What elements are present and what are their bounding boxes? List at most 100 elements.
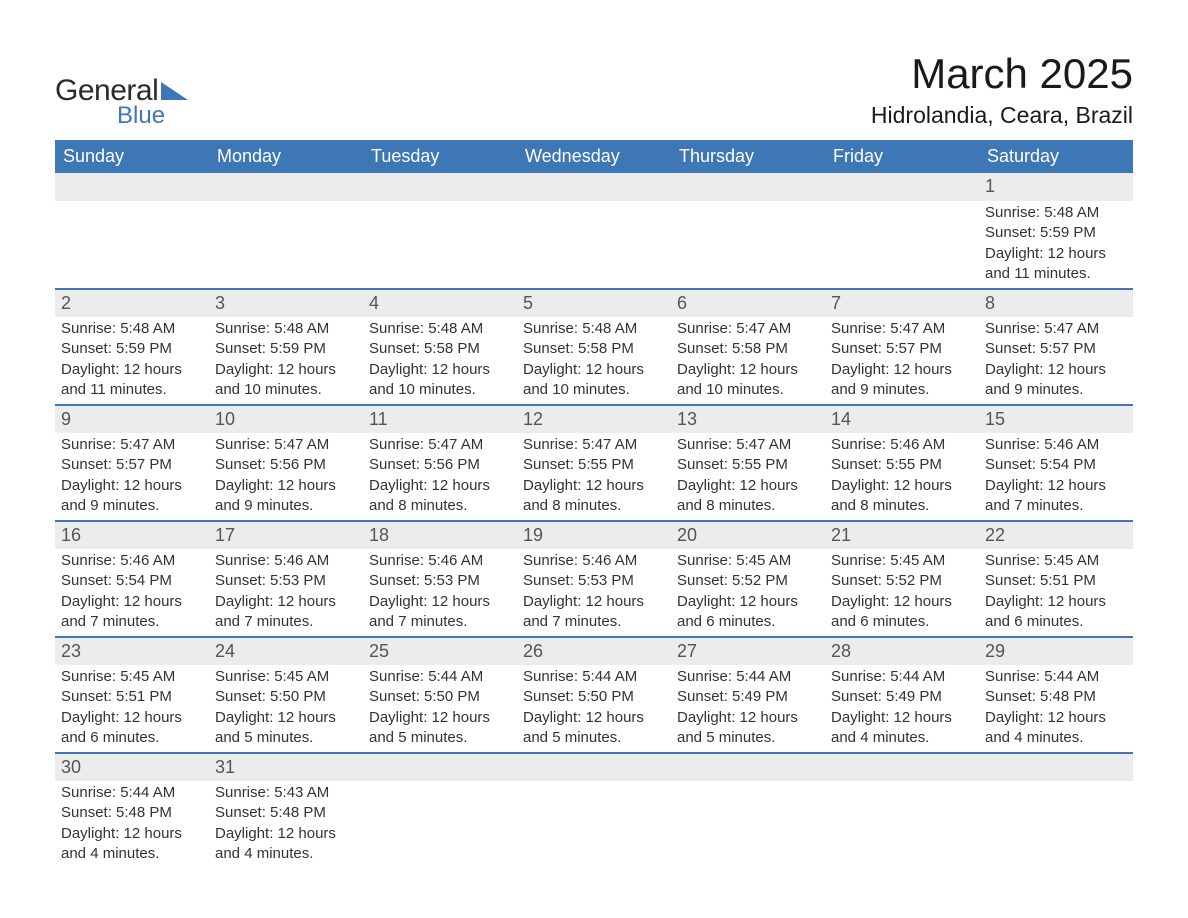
day-detail-line: Sunrise: 5:47 AM	[523, 435, 665, 455]
day-detail-line: Daylight: 12 hours	[61, 476, 203, 496]
day-detail-line: Daylight: 12 hours	[215, 824, 357, 844]
day-detail-cell: Sunrise: 5:46 AMSunset: 5:53 PMDaylight:…	[209, 549, 363, 637]
day-detail-line: and 7 minutes.	[369, 612, 511, 632]
day-detail-line: Daylight: 12 hours	[831, 360, 973, 380]
day-detail-cell: Sunrise: 5:45 AMSunset: 5:52 PMDaylight:…	[825, 549, 979, 637]
day-number-cell: 24	[209, 637, 363, 665]
day-detail-line: Sunset: 5:55 PM	[677, 455, 819, 475]
day-detail-cell: Sunrise: 5:46 AMSunset: 5:55 PMDaylight:…	[825, 433, 979, 521]
day-detail-line: Sunrise: 5:46 AM	[61, 551, 203, 571]
day-detail-cell	[517, 201, 671, 289]
day-detail-cell: Sunrise: 5:46 AMSunset: 5:53 PMDaylight:…	[363, 549, 517, 637]
day-number-row: 23242526272829	[55, 637, 1133, 665]
day-detail-line: and 7 minutes.	[985, 496, 1127, 516]
day-detail-line: and 8 minutes.	[831, 496, 973, 516]
day-number-row: 3031	[55, 753, 1133, 781]
day-detail-line: Sunrise: 5:45 AM	[985, 551, 1127, 571]
day-detail-line: Daylight: 12 hours	[985, 708, 1127, 728]
day-detail-cell	[979, 781, 1133, 868]
day-detail-line: Sunrise: 5:44 AM	[61, 783, 203, 803]
day-detail-cell	[671, 201, 825, 289]
day-number-cell: 31	[209, 753, 363, 781]
day-detail-line: Daylight: 12 hours	[523, 592, 665, 612]
day-detail-line: Sunset: 5:51 PM	[985, 571, 1127, 591]
day-detail-line: Sunset: 5:50 PM	[215, 687, 357, 707]
day-detail-cell: Sunrise: 5:48 AMSunset: 5:59 PMDaylight:…	[55, 317, 209, 405]
day-detail-cell	[55, 201, 209, 289]
day-number-cell	[209, 173, 363, 201]
day-detail-line: Daylight: 12 hours	[677, 708, 819, 728]
day-detail-cell: Sunrise: 5:43 AMSunset: 5:48 PMDaylight:…	[209, 781, 363, 868]
day-detail-cell: Sunrise: 5:48 AMSunset: 5:58 PMDaylight:…	[363, 317, 517, 405]
day-detail-cell: Sunrise: 5:45 AMSunset: 5:50 PMDaylight:…	[209, 665, 363, 753]
weekday-header: Friday	[825, 140, 979, 173]
day-detail-line: Daylight: 12 hours	[369, 708, 511, 728]
day-detail-line: Sunset: 5:49 PM	[831, 687, 973, 707]
day-detail-cell: Sunrise: 5:47 AMSunset: 5:55 PMDaylight:…	[517, 433, 671, 521]
day-detail-line: and 7 minutes.	[523, 612, 665, 632]
weekday-header: Monday	[209, 140, 363, 173]
day-detail-cell	[209, 201, 363, 289]
day-detail-cell: Sunrise: 5:46 AMSunset: 5:53 PMDaylight:…	[517, 549, 671, 637]
day-detail-cell	[363, 781, 517, 868]
day-detail-cell: Sunrise: 5:46 AMSunset: 5:54 PMDaylight:…	[979, 433, 1133, 521]
day-detail-line: Sunset: 5:48 PM	[215, 803, 357, 823]
day-detail-line: Sunset: 5:49 PM	[677, 687, 819, 707]
day-number-cell: 16	[55, 521, 209, 549]
weekday-header: Tuesday	[363, 140, 517, 173]
day-detail-line: Sunrise: 5:46 AM	[215, 551, 357, 571]
day-detail-line: Sunrise: 5:47 AM	[677, 319, 819, 339]
day-number-row: 2345678	[55, 289, 1133, 317]
day-detail-line: Sunset: 5:58 PM	[523, 339, 665, 359]
day-detail-line: and 9 minutes.	[831, 380, 973, 400]
calendar-table: Sunday Monday Tuesday Wednesday Thursday…	[55, 140, 1133, 868]
day-number-cell: 1	[979, 173, 1133, 201]
day-detail-cell: Sunrise: 5:44 AMSunset: 5:49 PMDaylight:…	[825, 665, 979, 753]
day-detail-row: Sunrise: 5:45 AMSunset: 5:51 PMDaylight:…	[55, 665, 1133, 753]
day-number-cell: 9	[55, 405, 209, 433]
day-detail-cell: Sunrise: 5:44 AMSunset: 5:50 PMDaylight:…	[363, 665, 517, 753]
day-number-cell: 18	[363, 521, 517, 549]
day-detail-line: and 4 minutes.	[831, 728, 973, 748]
day-number-cell: 14	[825, 405, 979, 433]
day-number-cell: 29	[979, 637, 1133, 665]
day-detail-line: Sunrise: 5:45 AM	[215, 667, 357, 687]
day-detail-cell: Sunrise: 5:47 AMSunset: 5:57 PMDaylight:…	[55, 433, 209, 521]
day-number-cell: 22	[979, 521, 1133, 549]
day-detail-line: Daylight: 12 hours	[677, 360, 819, 380]
day-detail-line: Sunrise: 5:47 AM	[215, 435, 357, 455]
day-detail-line: Daylight: 12 hours	[831, 708, 973, 728]
day-detail-line: Sunrise: 5:46 AM	[369, 551, 511, 571]
day-detail-line: Sunset: 5:53 PM	[369, 571, 511, 591]
day-detail-row: Sunrise: 5:44 AMSunset: 5:48 PMDaylight:…	[55, 781, 1133, 868]
day-number-cell: 28	[825, 637, 979, 665]
day-detail-line: and 11 minutes.	[985, 264, 1127, 284]
day-number-cell: 15	[979, 405, 1133, 433]
day-detail-line: and 10 minutes.	[677, 380, 819, 400]
day-detail-line: Sunset: 5:48 PM	[61, 803, 203, 823]
day-detail-line: Sunset: 5:48 PM	[985, 687, 1127, 707]
day-detail-line: and 9 minutes.	[985, 380, 1127, 400]
day-detail-line: Sunrise: 5:45 AM	[61, 667, 203, 687]
header: General Blue March 2025 Hidrolandia, Cea…	[55, 50, 1133, 130]
day-detail-cell	[671, 781, 825, 868]
day-number-row: 1	[55, 173, 1133, 201]
day-detail-cell: Sunrise: 5:47 AMSunset: 5:57 PMDaylight:…	[979, 317, 1133, 405]
day-detail-line: and 8 minutes.	[523, 496, 665, 516]
day-number-cell	[517, 753, 671, 781]
day-detail-line: Sunset: 5:57 PM	[831, 339, 973, 359]
day-detail-cell	[825, 201, 979, 289]
day-detail-line: Sunset: 5:56 PM	[369, 455, 511, 475]
day-number-row: 16171819202122	[55, 521, 1133, 549]
day-detail-line: Sunrise: 5:47 AM	[831, 319, 973, 339]
day-detail-line: Sunrise: 5:44 AM	[677, 667, 819, 687]
day-detail-line: Daylight: 12 hours	[985, 476, 1127, 496]
day-number-cell: 23	[55, 637, 209, 665]
month-title: March 2025	[871, 50, 1133, 98]
day-detail-line: and 10 minutes.	[215, 380, 357, 400]
day-number-cell	[363, 753, 517, 781]
day-detail-line: and 6 minutes.	[677, 612, 819, 632]
day-detail-row: Sunrise: 5:48 AMSunset: 5:59 PMDaylight:…	[55, 201, 1133, 289]
day-detail-line: Daylight: 12 hours	[677, 476, 819, 496]
day-detail-cell: Sunrise: 5:47 AMSunset: 5:55 PMDaylight:…	[671, 433, 825, 521]
